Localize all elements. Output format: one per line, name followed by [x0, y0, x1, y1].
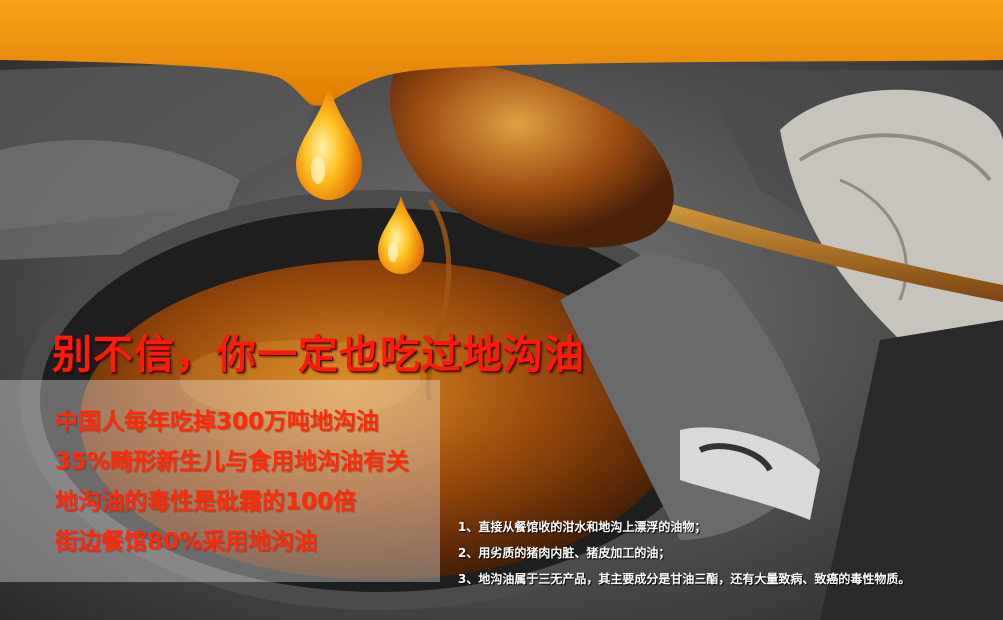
ladle-bowl — [390, 57, 674, 248]
reason-item: 3、地沟油属于三无产品，其主要成分是甘油三酯，还有大量致病、致癌的毒性物质。 — [458, 572, 911, 586]
reason-item: 1、直接从餐馆收的泔水和地沟上漂浮的油物； — [458, 520, 707, 534]
oil-pour-stream — [425, 198, 452, 402]
reason-item: 2、用劣质的猪肉内脏、猪皮加工的油； — [458, 546, 671, 560]
fact-item: 街边餐馆80%采用地沟油 — [55, 529, 318, 555]
fact-item: 地沟油的毒性是砒霜的100倍 — [55, 489, 357, 515]
fact-item: 中国人每年吃掉300万吨地沟油 — [55, 409, 380, 435]
can-label — [680, 427, 820, 520]
fact-panel — [0, 380, 440, 582]
oil-surface — [80, 260, 680, 580]
oil-band — [0, 0, 1003, 106]
fact-item: 35%畸形新生儿与食用地沟油有关 — [55, 449, 410, 475]
reason-list: 1、直接从餐馆收的泔水和地沟上漂浮的油物； 2、用劣质的猪肉内脏、猪皮加工的油；… — [458, 514, 910, 592]
fact-list: 中国人每年吃掉300万吨地沟油 35%畸形新生儿与食用地沟油有关 地沟油的毒性是… — [55, 402, 409, 562]
headline: 别不信，你一定也吃过地沟油 — [52, 332, 585, 378]
ladle-handle — [640, 195, 1003, 302]
